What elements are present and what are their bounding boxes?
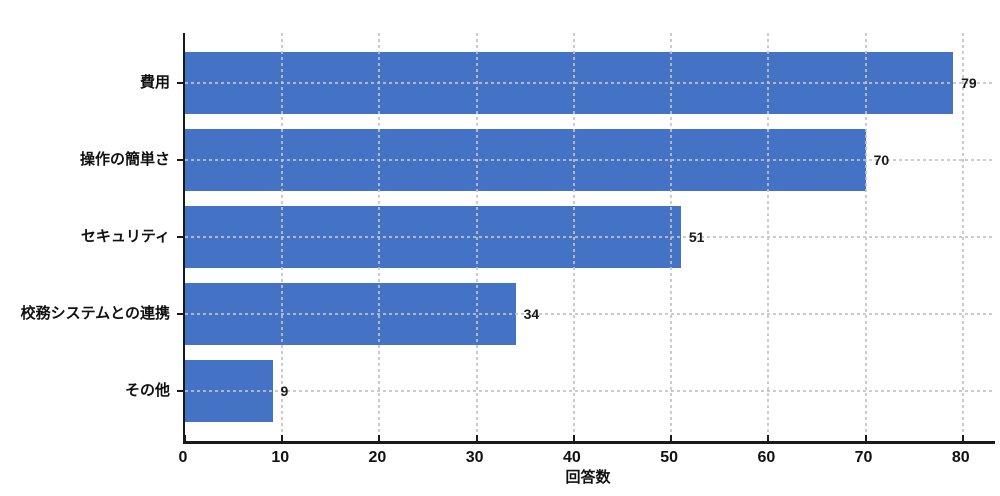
plot-area: 79 70 51 34 9 <box>177 33 995 444</box>
x-tick-label-20: 20 <box>368 449 387 466</box>
x-axis-title: 回答数 <box>565 469 611 486</box>
x-tick-mark <box>572 435 575 441</box>
x-tick-mark <box>184 435 186 441</box>
category-label-4: その他 <box>124 382 170 399</box>
value-label-3: 34 <box>523 306 540 322</box>
x-tick-label-30: 30 <box>465 449 484 466</box>
x-tick-label-60: 60 <box>757 449 776 466</box>
x-tick-label-0: 0 <box>178 449 188 466</box>
horizontal-gridline <box>185 82 995 84</box>
horizontal-gridline <box>185 236 995 238</box>
x-tick-mark <box>475 435 478 441</box>
horizontal-gridline <box>185 313 995 315</box>
x-tick-mark <box>281 435 284 441</box>
x-tick-mark <box>378 435 381 441</box>
value-label-1: 70 <box>873 152 890 168</box>
x-tick-mark <box>670 435 673 441</box>
category-label-2: セキュリティ <box>80 228 170 245</box>
x-tick-mark <box>864 435 867 441</box>
x-tick-label-80: 80 <box>951 449 970 466</box>
y-tick-mark <box>177 158 183 162</box>
category-label-0: 費用 <box>139 74 170 91</box>
y-tick-mark <box>177 81 183 85</box>
x-tick-label-10: 10 <box>271 449 290 466</box>
x-tick-mark <box>961 435 964 441</box>
x-tick-label-70: 70 <box>854 449 873 466</box>
value-label-0: 79 <box>961 75 977 91</box>
category-label-3: 校務システムとの連携 <box>20 305 170 322</box>
value-label-4: 9 <box>280 383 289 399</box>
category-label-1: 操作の簡単さ <box>79 151 170 168</box>
x-tick-label-50: 50 <box>660 449 679 466</box>
x-tick-mark <box>767 435 770 441</box>
y-tick-mark <box>177 312 183 316</box>
horizontal-gridline <box>185 390 995 392</box>
value-label-2: 51 <box>688 229 705 245</box>
horizontal-gridline <box>185 159 995 161</box>
x-tick-label-40: 40 <box>562 449 581 466</box>
y-tick-mark <box>177 235 183 239</box>
y-tick-mark <box>177 389 183 393</box>
